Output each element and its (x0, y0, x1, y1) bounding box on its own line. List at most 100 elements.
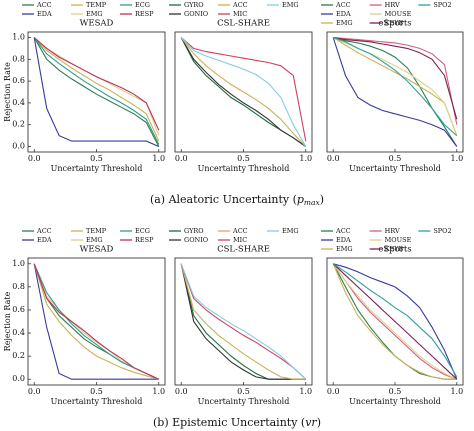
x-tick-label: 0.0 (175, 154, 188, 163)
x-tick-label: 1.0 (450, 387, 463, 396)
series-line (333, 263, 458, 380)
legend-label: MOUSE (385, 236, 412, 244)
panel-title: CSL-SHARE (217, 245, 270, 255)
x-tick-label: 1.0 (299, 387, 312, 396)
series-line (332, 263, 457, 380)
y-tick-label: 0.8 (12, 282, 25, 291)
y-tick-label: 0.2 (12, 120, 25, 129)
series-line (180, 263, 306, 380)
y-tick-label: 0.4 (12, 98, 25, 107)
x-tick-label: 1.0 (152, 387, 165, 396)
x-tick-label: 0.5 (389, 387, 402, 396)
x-axis-label: Uncertainty Threshold (198, 397, 290, 406)
x-tick-label: 0.5 (90, 387, 103, 396)
x-axis-label: Uncertainty Threshold (349, 397, 441, 406)
caption-end: ) (317, 416, 321, 429)
plot-frame (326, 31, 464, 153)
legend-label: KEYB (385, 19, 404, 27)
y-tick-label: 0.6 (12, 305, 25, 314)
x-tick-label: 1.0 (152, 154, 165, 163)
caption: (a) Aleatoric Uncertainty (pmax) (150, 193, 324, 207)
series-line (33, 263, 160, 380)
caption-text: (a) Aleatoric Uncertainty ( (150, 193, 297, 206)
legend-label: EDA (37, 10, 52, 18)
legend-label: HRV (385, 227, 400, 235)
legend-label: EDA (336, 236, 351, 244)
series-line (180, 263, 306, 380)
series-line (180, 37, 307, 147)
y-tick-label: 0.8 (12, 54, 25, 63)
legend-label: RESP (135, 10, 154, 18)
series-line (180, 37, 307, 147)
series-line (180, 263, 307, 380)
legend-label: ECG (135, 1, 150, 9)
series-line (332, 37, 458, 147)
x-tick-label: 0.0 (327, 154, 340, 163)
legend-label: HRV (385, 1, 400, 9)
legend-label: EMG (336, 245, 353, 253)
legend-label: ACC (335, 1, 351, 9)
x-axis-label: Uncertainty Threshold (51, 397, 143, 406)
legend-label: EDA (336, 10, 351, 18)
panel-title: WESAD (80, 245, 114, 255)
y-axis-label: Rejection Rate (3, 62, 12, 122)
caption-text: (b) Epistemic Uncertainty ( (153, 416, 305, 429)
series-line (332, 263, 457, 380)
y-tick-label: 0.0 (12, 142, 25, 151)
legend-label: ECG (135, 227, 150, 235)
legend-label: KEYB (385, 245, 404, 253)
x-tick-label: 1.0 (299, 154, 312, 163)
x-tick-label: 1.0 (450, 154, 463, 163)
caption-sub: max (304, 198, 321, 207)
x-tick-label: 0.5 (237, 154, 250, 163)
legend-label: GONIO (184, 10, 208, 18)
series-line (33, 37, 160, 131)
series-line (180, 263, 307, 380)
legend-label: ACC (36, 227, 52, 235)
series-line (180, 37, 307, 147)
caption-end: ) (320, 193, 324, 206)
panel-title: WESAD (80, 19, 114, 29)
legend-label: GONIO (184, 236, 208, 244)
legend-label: RESP (135, 236, 154, 244)
series-line (333, 36, 458, 120)
series-line (332, 263, 458, 378)
x-tick-label: 0.0 (28, 387, 41, 396)
legend-label: EMG (86, 236, 103, 244)
x-tick-label: 0.5 (237, 387, 250, 396)
panel-title: eSports (378, 245, 411, 255)
x-axis-label: Uncertainty Threshold (51, 164, 143, 173)
legend-label: EMG (282, 1, 299, 9)
legend-label: MOUSE (385, 10, 412, 18)
x-axis-label: Uncertainty Threshold (198, 164, 290, 173)
series-line (33, 37, 160, 142)
series-line (33, 37, 160, 148)
y-axis-label: Rejection Rate (3, 291, 12, 351)
legend-label: TEMP (86, 227, 107, 235)
series-line (333, 36, 458, 147)
caption-math: p (297, 193, 304, 206)
y-tick-label: 0.2 (12, 351, 25, 360)
legend-label: EDA (37, 236, 52, 244)
caption-math: vr (305, 416, 317, 429)
legend-label: SPO2 (433, 1, 451, 9)
series-line (33, 263, 160, 380)
y-tick-label: 1.0 (12, 32, 25, 41)
x-tick-label: 0.0 (327, 387, 340, 396)
x-tick-label: 0.5 (90, 154, 103, 163)
legend-label: EMG (336, 19, 353, 27)
x-tick-label: 0.0 (28, 154, 41, 163)
legend-label: GYRO (184, 227, 204, 235)
series-line (333, 36, 458, 137)
legend-label: EMG (282, 227, 299, 235)
legend-label: EMG (86, 10, 103, 18)
legend-label: MIC (233, 10, 247, 18)
y-tick-label: 0.4 (12, 328, 25, 337)
series-line (33, 263, 160, 380)
x-tick-label: 0.5 (389, 154, 402, 163)
series-line (332, 37, 458, 136)
panel-title: eSports (378, 19, 411, 29)
series-line (33, 37, 160, 147)
legend-label: ACC (335, 227, 351, 235)
